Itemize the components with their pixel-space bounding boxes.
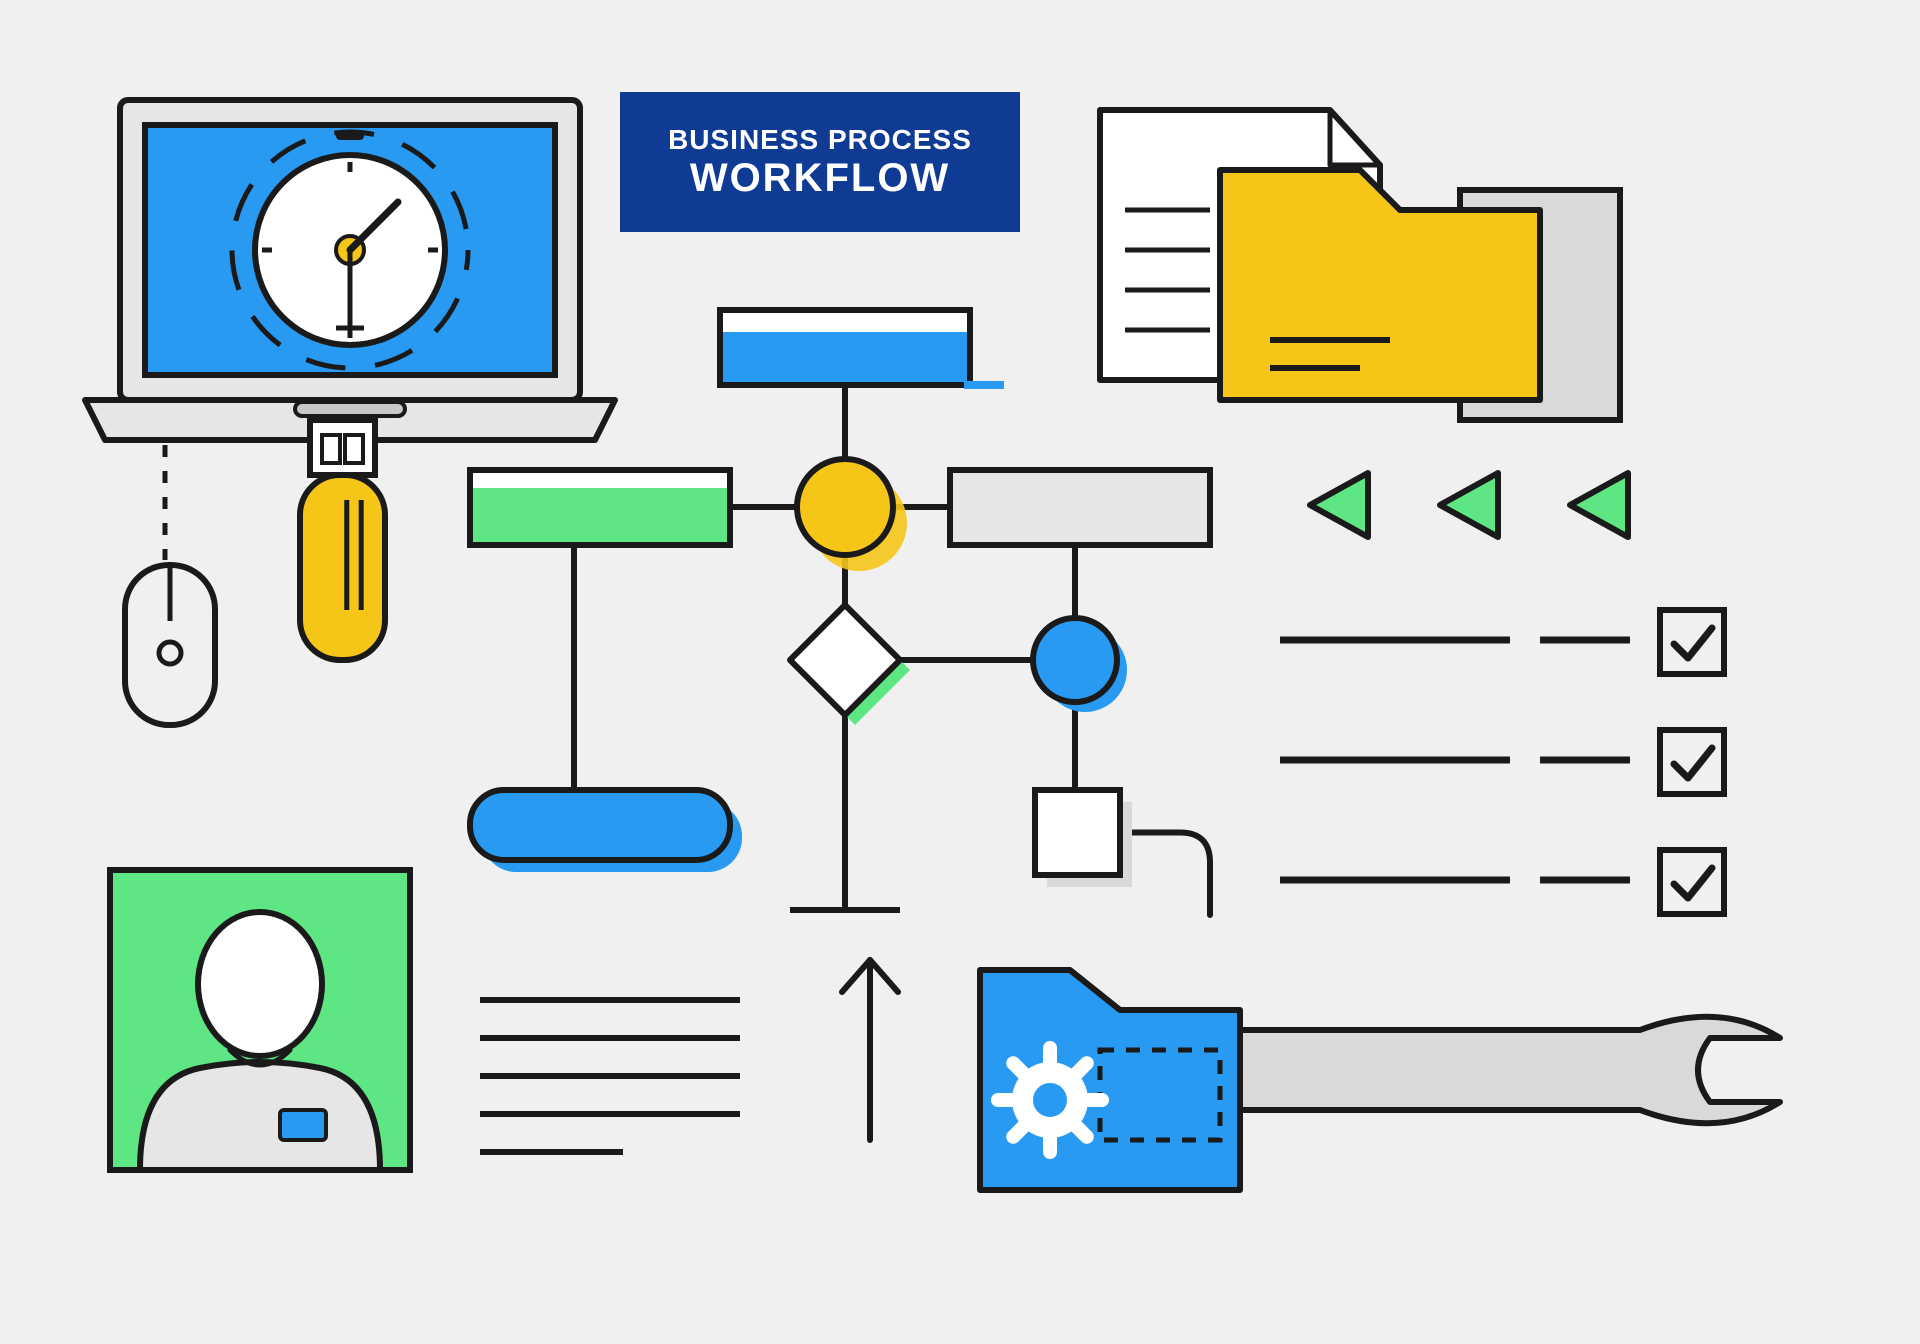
title-line-2: WORKFLOW — [690, 156, 950, 201]
title-line-1: BUSINESS PROCESS — [668, 124, 972, 156]
infographic-canvas: { "type": "infographic", "background_col… — [0, 0, 1920, 1344]
title-box: BUSINESS PROCESS WORKFLOW — [620, 92, 1020, 232]
